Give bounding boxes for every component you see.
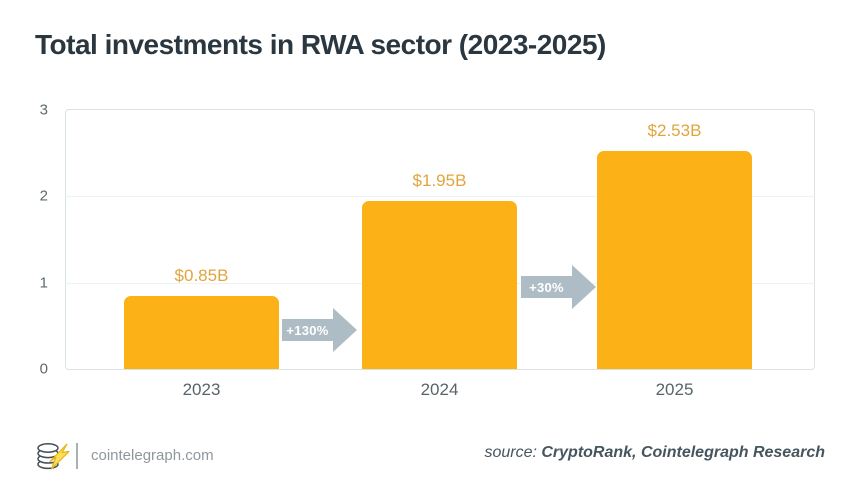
x-axis-label: 2025 (655, 380, 694, 399)
cointelegraph-logo-icon (37, 443, 70, 470)
bar (597, 150, 752, 369)
bar-value-label: $0.85B (174, 265, 229, 285)
bar-group: $0.85B 2023 (124, 110, 279, 399)
y-axis-tick: 0 (39, 360, 48, 378)
bar-value-label: $2.53B (647, 120, 702, 140)
plot-area: $0.85B 2023 $1.95B 2024 $2.53B 2025 +130… (65, 109, 815, 399)
source-attribution: source: CryptoRank, Cointelegraph Resear… (484, 445, 825, 461)
y-axis-tick: 3 (39, 101, 48, 119)
x-axis-label: 2023 (182, 380, 221, 399)
growth-arrow-icon: +30% (521, 265, 596, 309)
bar-value-label: $1.95B (412, 170, 467, 190)
footer-divider (76, 443, 78, 469)
x-axis-label: 2024 (420, 380, 459, 399)
gridline (66, 196, 814, 198)
source-names: CryptoRank, Cointelegraph Research (541, 444, 825, 461)
growth-arrow-label: +30% (529, 279, 564, 295)
source-prefix: source: (484, 444, 542, 461)
growth-arrow-label: +130% (286, 322, 329, 338)
growth-arrow-icon: +130% (282, 308, 357, 352)
bar-group: $1.95B 2024 (362, 110, 517, 399)
bar (124, 295, 279, 369)
y-axis-tick: 2 (39, 187, 48, 205)
y-axis-tick: 1 (39, 274, 48, 292)
chart-title: Total investments in RWA sector (2023-20… (35, 29, 606, 60)
bar (362, 200, 517, 369)
bar-group: $2.53B 2025 (597, 110, 752, 399)
site-label: cointelegraph.com (91, 447, 214, 464)
